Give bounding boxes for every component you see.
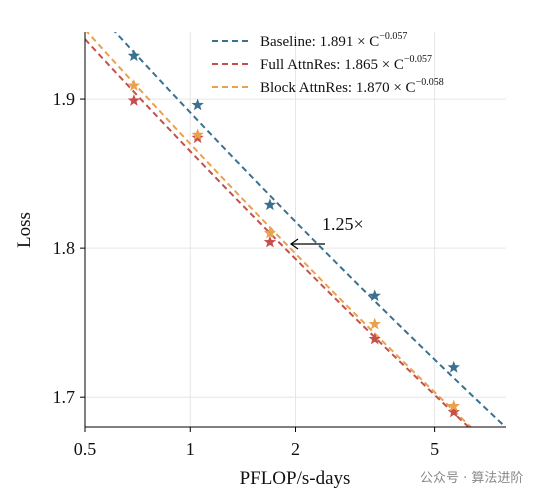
x-tick-label: 0.5 (74, 439, 97, 459)
annotation-text: 1.25× (322, 214, 364, 234)
point (368, 317, 381, 330)
legend-exponent: −0.057 (379, 31, 407, 42)
point (447, 405, 460, 418)
watermark: 公众号 · 算法进阶 (420, 471, 523, 486)
fit-line (85, 38, 471, 427)
legend-exponent: −0.058 (416, 77, 444, 88)
points (127, 49, 460, 418)
y-tick-label: 1.9 (53, 89, 76, 109)
legend-label: Full AttnRes: 1.865 × C−0.057 (260, 54, 432, 73)
annotation: 1.25× (289, 214, 364, 250)
point (263, 235, 277, 248)
legend-name: Full AttnRes (260, 57, 336, 73)
x-tick-label: 1 (186, 439, 195, 459)
legend-label: Block AttnRes: 1.870 × C−0.058 (260, 77, 444, 96)
fit-line (113, 32, 506, 427)
point (191, 128, 204, 141)
legend-fit: : 1.891 × C (312, 34, 380, 50)
x-tick-label: 2 (291, 439, 300, 459)
point (127, 79, 141, 91)
point (127, 49, 141, 62)
point (447, 360, 460, 373)
legend-name: Baseline (260, 34, 312, 50)
point (127, 94, 141, 106)
point (191, 98, 204, 111)
annotation-arrowhead (289, 238, 299, 250)
y-tick-label: 1.7 (53, 387, 76, 407)
legend-fit: : 1.865 × C (336, 57, 404, 73)
x-axis-label: PFLOP/s-days (240, 468, 351, 489)
point (447, 399, 460, 412)
legend-exponent: −0.057 (404, 54, 432, 65)
legend-fit: : 1.870 × C (348, 80, 416, 96)
grid (84, 32, 506, 427)
point (263, 226, 277, 239)
y-axis-label: Loss (14, 212, 35, 248)
fit-line (85, 32, 473, 427)
legend-label: Baseline: 1.891 × C−0.057 (260, 31, 407, 50)
y-tick-label: 1.8 (53, 238, 76, 258)
x-tick-label: 5 (430, 439, 439, 459)
point (368, 332, 381, 345)
fit-lines (85, 32, 506, 427)
legend-name: Block AttnRes (260, 80, 348, 96)
point (368, 289, 381, 302)
point (263, 198, 277, 211)
